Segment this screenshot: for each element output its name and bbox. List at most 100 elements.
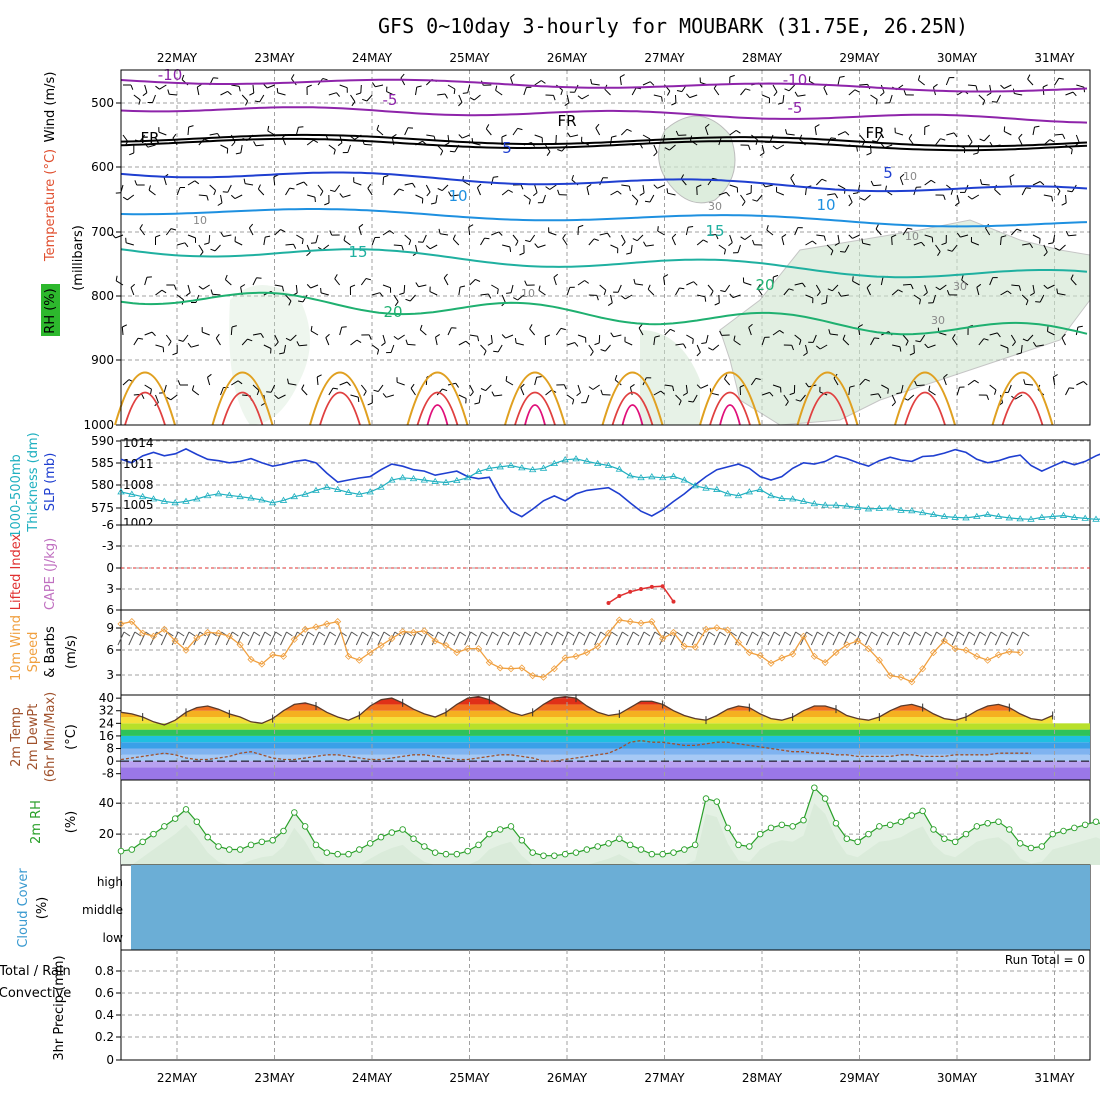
upper-wind-barb-flag [141, 394, 145, 400]
upper-wind-barb-flag [167, 89, 170, 95]
upper-wind-barb [491, 231, 499, 236]
upper-wind-barb [776, 144, 785, 150]
y-tick-label: 32 [99, 704, 114, 718]
upper-wind-barb-flag [298, 126, 304, 128]
rh2m-point [269, 837, 276, 844]
thickness-marker [864, 505, 873, 512]
wind10m-barb [962, 631, 970, 646]
bottom-date-label: 29MAY [839, 1071, 880, 1085]
upper-wind-barb-flag [678, 400, 682, 406]
upper-wind-barb-flag [805, 382, 810, 388]
upper-wind-barb [225, 279, 232, 286]
upper-wind-barb [443, 277, 449, 286]
upper-wind-barb-flag [909, 352, 915, 356]
upper-wind-barb-flag [325, 333, 330, 338]
thickness-marker [994, 512, 1003, 519]
wind10m-barb-flag [513, 631, 521, 637]
top-date-label: 24MAY [352, 51, 393, 65]
upper-wind-barb [591, 83, 600, 86]
upper-wind-barb [938, 332, 947, 336]
upper-wind-barb [581, 94, 590, 100]
thickness-marker [344, 488, 353, 495]
wind-ylabel-1: 10m Wind [9, 615, 24, 681]
upper-wind-barb-flag [620, 295, 626, 300]
thickness-marker [398, 474, 407, 481]
upper-wind-barb-flag [852, 276, 854, 282]
upper-wind-barb-flag [111, 233, 116, 239]
upper-wind-barb [263, 344, 272, 349]
upper-wind-barb-flag [426, 191, 431, 197]
wind10m-speed-marker [236, 641, 244, 649]
thickness-marker [409, 474, 418, 482]
upper-wind-barb-flag [520, 383, 525, 388]
wind10m-barb [561, 631, 569, 646]
contour-plus35 [524, 404, 546, 426]
upper-wind-barb [689, 94, 698, 99]
upper-wind-barb [566, 394, 574, 401]
upper-wind-barb [195, 294, 200, 303]
rh2m-point [204, 833, 211, 841]
wind10m-speed-marker [204, 628, 212, 636]
upper-wind-barb-flag [688, 400, 694, 403]
upper-wind-barb [187, 234, 196, 239]
thickness-marker [1059, 511, 1068, 518]
upper-wind-barb-flag [206, 195, 209, 201]
thickness-marker [983, 510, 992, 518]
wind10m-speed-marker [139, 629, 147, 637]
rh2m-point [496, 826, 504, 833]
wind10m-barb-flag [123, 631, 131, 637]
upper-wind-barb-flag [619, 74, 625, 78]
wind10m-barb-flag [177, 631, 185, 637]
upper-wind-barb [144, 331, 153, 336]
thickness-marker [442, 478, 450, 485]
temp-band [121, 735, 1090, 743]
wind10m-barb [767, 631, 775, 646]
contour-label: 10 [903, 170, 917, 183]
upper-wind-barb-flag [941, 242, 947, 246]
wind10m-speed-marker [637, 619, 645, 627]
upper-wind-barb [515, 342, 524, 346]
upper-wind-barb [732, 294, 741, 299]
rh2m-point [540, 852, 547, 859]
cape-series [606, 584, 676, 605]
rh2m-point [280, 827, 287, 835]
upper-wind-barb [501, 294, 506, 303]
upper-wind-barb [939, 284, 947, 291]
upper-wind-barb-flag [401, 245, 404, 251]
upper-wind-barb-flag [197, 84, 202, 88]
upper-wind-barb-flag [231, 325, 237, 328]
wind10m-barb-flag [437, 631, 445, 637]
wind10m-speed-marker [529, 672, 537, 680]
rh2m-point [410, 835, 417, 842]
upper-wind-barb [202, 284, 210, 290]
upper-wind-barb [285, 243, 294, 246]
contour-plus35 [621, 404, 644, 426]
upper-wind-barb-flag [1056, 288, 1059, 294]
thickness-marker [940, 512, 949, 519]
upper-wind-barb [918, 79, 925, 86]
lifted-index-point [606, 601, 611, 605]
wind10m-barb [464, 631, 472, 646]
upper-wind-barb-flag [289, 187, 295, 190]
upper-wind-barb [636, 234, 644, 242]
upper-wind-barb-flag [139, 224, 143, 229]
contour-plus25 [114, 371, 176, 426]
upper-wind-barb-flag [759, 152, 765, 157]
upper-wind-barb-flag [975, 85, 978, 91]
upper-wind-barb [1000, 344, 1009, 349]
upper-wind-barb [450, 194, 459, 197]
upper-wind-barb-flag [389, 230, 395, 235]
precip-frame [120, 949, 1091, 1061]
upper-wind-barb-flag [915, 340, 921, 343]
thickness-marker [366, 488, 374, 495]
upper-wind-barb [729, 234, 733, 243]
upper-wind-barb [315, 234, 319, 243]
contour-label: 10 [521, 287, 535, 300]
upper-wind-barb [891, 289, 899, 296]
rh2m-point [995, 818, 1002, 825]
upper-wind-barb [772, 384, 781, 388]
wind10m-speed-marker [1016, 648, 1024, 657]
wind10m-barb-flag [351, 631, 358, 637]
upper-wind-barb [605, 344, 611, 352]
upper-wind-barb-flag [986, 92, 992, 96]
